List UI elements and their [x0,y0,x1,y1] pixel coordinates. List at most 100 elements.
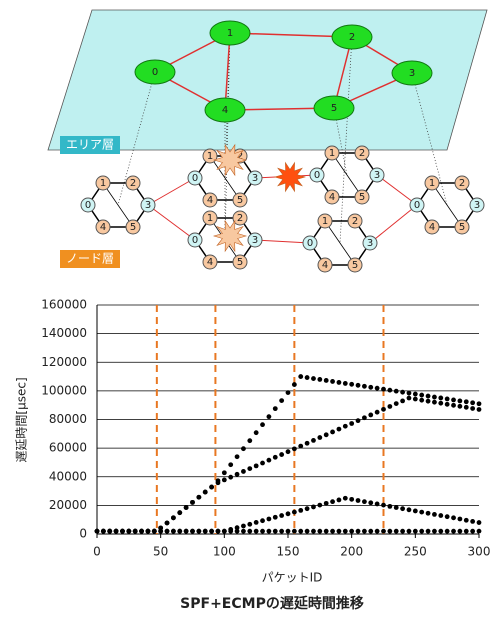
point [356,529,361,534]
cluster-node-label: 5 [359,192,365,203]
point [432,529,437,534]
point [407,507,412,512]
point [279,513,284,518]
cluster-link [148,205,195,240]
point [305,529,310,534]
point [375,386,380,391]
point [477,529,482,534]
point [368,413,373,418]
point [286,511,291,516]
cluster-inner [107,189,129,221]
point [464,405,469,410]
cluster-node-label: 4 [429,222,435,233]
point [298,529,303,534]
point [222,477,227,482]
point [349,382,354,387]
y-tick-label: 80000 [49,412,87,426]
point [241,446,246,451]
point [247,438,252,443]
point [464,529,469,534]
point [368,385,373,390]
point [356,418,361,423]
cluster-node-label: 4 [329,192,335,203]
point [419,393,424,398]
cluster-node-label: 2 [459,178,465,189]
point [324,529,329,534]
point [470,406,475,411]
point [381,529,386,534]
point [317,435,322,440]
cluster-node-label: 2 [352,216,358,227]
page: {"diagram": {"area_layer_label": "エリア層",… [0,0,491,621]
point [394,505,399,510]
area-layer-label: エリア層 [66,138,114,152]
point [387,529,392,534]
point [438,513,443,518]
point [445,396,450,401]
node-layer-label: ノード層 [66,252,114,266]
area-node-label: 2 [349,32,355,43]
point [247,529,252,534]
point [317,529,322,534]
y-tick-label: 0 [79,527,87,541]
point [445,402,450,407]
point [343,381,348,386]
point [311,438,316,443]
point [228,475,233,480]
point [203,529,208,534]
point [381,407,386,412]
cluster-node-label: 3 [374,170,380,181]
point [368,500,373,505]
point [241,529,246,534]
point [413,397,418,402]
point [292,529,297,534]
point [394,389,399,394]
point [254,463,259,468]
point [120,529,125,534]
cluster-node-label: 3 [252,173,258,184]
point [171,529,176,534]
point [343,529,348,534]
point [458,404,463,409]
point [407,529,412,534]
point [438,401,443,406]
point [286,529,291,534]
point [235,529,240,534]
x-tick-label: 250 [404,545,427,559]
cluster-node-label: 1 [100,178,106,189]
point [216,480,221,485]
point [184,529,189,534]
point [139,529,144,534]
cluster-node-label: 2 [130,178,136,189]
cluster-node-label: 4 [207,257,213,268]
area-node-label: 5 [331,103,337,114]
point [451,403,456,408]
cluster-node-label: 4 [322,260,328,271]
cluster-node-label: 0 [192,173,198,184]
point [407,396,412,401]
point [267,458,272,463]
x-tick-label: 100 [213,545,236,559]
y-tick-label: 40000 [49,469,87,483]
point [273,515,278,520]
point [375,410,380,415]
point [419,510,424,515]
point [241,524,246,529]
point [184,505,189,510]
point [451,529,456,534]
point [477,401,482,406]
point [330,529,335,534]
point [362,499,367,504]
point [165,521,170,526]
point [298,374,303,379]
point [400,529,405,534]
point [235,454,240,459]
cluster-node-label: 3 [252,235,258,246]
point [305,441,310,446]
burst [275,163,305,192]
point [171,515,176,520]
point [349,529,354,534]
point [298,444,303,449]
point [273,455,278,460]
point [254,520,259,525]
